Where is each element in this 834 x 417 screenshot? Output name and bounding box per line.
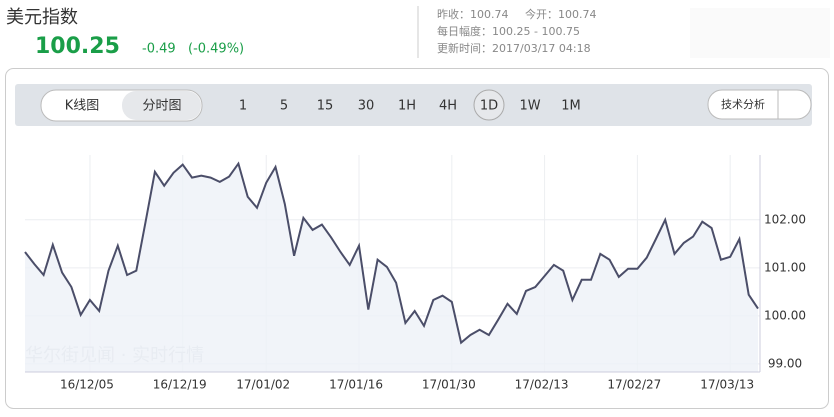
tools-btn [707, 89, 812, 120]
x-tick-label: 16/12/05 [60, 378, 114, 392]
interval[interactable]: 1W [519, 99, 540, 114]
x-tick-label: 17/01/30 [422, 378, 476, 392]
stat: 每日幅度：100.25 - 100.75 [437, 24, 580, 38]
price-line [24, 161, 759, 345]
ad-box [690, 8, 830, 58]
tab[interactable]: K线图 [65, 99, 100, 114]
interval[interactable]: 4H [439, 99, 457, 114]
x-tick-label: 17/02/13 [515, 378, 569, 392]
x-tick-label: 17/02/27 [607, 378, 661, 392]
interval[interactable]: 1H [398, 99, 416, 114]
tab-active [122, 91, 201, 120]
interval-active [473, 89, 505, 121]
change: -0.49 [142, 42, 176, 57]
interval[interactable]: 1M [561, 99, 581, 114]
y-tick-label: 102.00 [764, 212, 806, 226]
price: 100.25 [35, 34, 120, 59]
stat: 今开：100.74 [525, 7, 597, 21]
x-tick-label: 17/01/16 [329, 378, 383, 392]
y-tick-label: 99.00 [768, 356, 802, 370]
interval[interactable]: 30 [358, 99, 375, 114]
x-tick-label: 16/12/19 [153, 378, 207, 392]
change-pct: (-0.49%) [188, 42, 244, 57]
title: 美元指数 [6, 7, 78, 28]
x-tick-label: 17/01/02 [236, 378, 290, 392]
stat: 更新时间：2017/03/17 04:18 [437, 41, 591, 55]
y-tick-label: 101.00 [764, 260, 806, 274]
x-tick-label: 17/03/13 [700, 378, 754, 392]
interval[interactable]: 1 [239, 99, 247, 114]
area [25, 163, 758, 372]
tools[interactable]: 技术分析 [721, 97, 765, 111]
interval[interactable]: 15 [317, 99, 334, 114]
stat: 昨收：100.74 [437, 7, 509, 21]
y-tick-label: 100.00 [764, 308, 806, 322]
interval[interactable]: 5 [280, 99, 288, 114]
tab[interactable]: 分时图 [142, 99, 181, 114]
interval[interactable]: 1D [480, 99, 498, 114]
toolbar [15, 84, 812, 126]
